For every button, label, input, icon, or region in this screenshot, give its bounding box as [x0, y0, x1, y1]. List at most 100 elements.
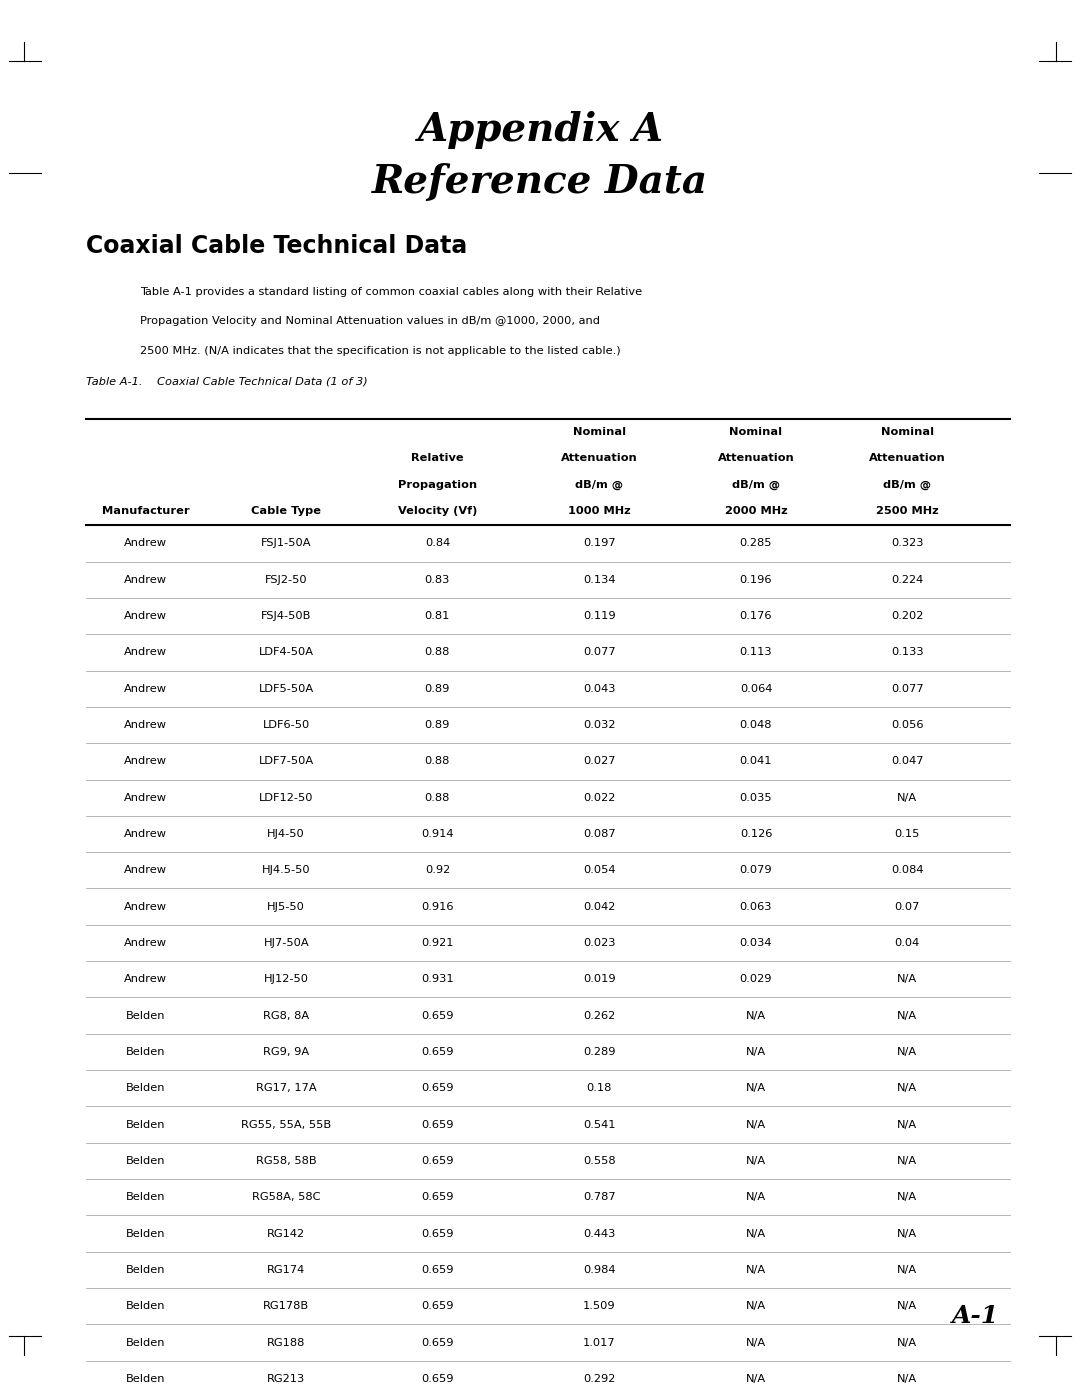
Text: Andrew: Andrew: [124, 756, 167, 767]
Text: 0.019: 0.019: [583, 974, 616, 985]
Text: 0.659: 0.659: [421, 1337, 454, 1348]
Text: dB/m @: dB/m @: [732, 479, 780, 490]
Text: 0.202: 0.202: [891, 610, 923, 622]
Text: N/A: N/A: [897, 974, 917, 985]
Text: Andrew: Andrew: [124, 937, 167, 949]
Text: 0.196: 0.196: [740, 574, 772, 585]
Text: 0.041: 0.041: [740, 756, 772, 767]
Text: N/A: N/A: [897, 1192, 917, 1203]
Text: Nominal: Nominal: [880, 426, 934, 437]
Text: 0.043: 0.043: [583, 683, 616, 694]
Text: Andrew: Andrew: [124, 574, 167, 585]
Text: 0.916: 0.916: [421, 901, 454, 912]
Text: Coaxial Cable Technical Data: Coaxial Cable Technical Data: [86, 233, 468, 258]
Text: 0.92: 0.92: [424, 865, 450, 876]
Text: 0.079: 0.079: [740, 865, 772, 876]
Text: N/A: N/A: [746, 1083, 766, 1094]
Text: 0.659: 0.659: [421, 1301, 454, 1312]
Text: 0.323: 0.323: [891, 538, 923, 549]
Text: N/A: N/A: [897, 1337, 917, 1348]
Text: 0.289: 0.289: [583, 1046, 616, 1058]
Text: N/A: N/A: [897, 1119, 917, 1130]
Text: 0.81: 0.81: [424, 610, 450, 622]
Text: Belden: Belden: [126, 1337, 165, 1348]
Text: LDF4-50A: LDF4-50A: [259, 647, 313, 658]
Text: Andrew: Andrew: [124, 828, 167, 840]
Text: Andrew: Andrew: [124, 683, 167, 694]
Text: 0.914: 0.914: [421, 828, 454, 840]
Text: Table A-1.    Coaxial Cable Technical Data (1 of 3): Table A-1. Coaxial Cable Technical Data …: [86, 376, 368, 387]
Text: 0.541: 0.541: [583, 1119, 616, 1130]
Text: 0.176: 0.176: [740, 610, 772, 622]
Text: Relative: Relative: [411, 453, 463, 464]
Text: N/A: N/A: [746, 1264, 766, 1275]
Text: A-1: A-1: [951, 1303, 999, 1329]
Text: 0.89: 0.89: [424, 719, 450, 731]
Text: Belden: Belden: [126, 1046, 165, 1058]
Text: 0.197: 0.197: [583, 538, 616, 549]
Text: 1000 MHz: 1000 MHz: [568, 506, 631, 517]
Text: 0.18: 0.18: [586, 1083, 612, 1094]
Text: 0.077: 0.077: [891, 683, 923, 694]
Text: 0.063: 0.063: [740, 901, 772, 912]
Text: Andrew: Andrew: [124, 974, 167, 985]
Text: 0.126: 0.126: [740, 828, 772, 840]
Text: N/A: N/A: [897, 1373, 917, 1384]
Text: Andrew: Andrew: [124, 792, 167, 803]
Text: N/A: N/A: [746, 1192, 766, 1203]
Text: N/A: N/A: [897, 1264, 917, 1275]
Text: 1.509: 1.509: [583, 1301, 616, 1312]
Text: 0.659: 0.659: [421, 1046, 454, 1058]
Text: Propagation: Propagation: [397, 479, 477, 490]
Text: 2000 MHz: 2000 MHz: [725, 506, 787, 517]
Text: Table A-1 provides a standard listing of common coaxial cables along with their : Table A-1 provides a standard listing of…: [140, 286, 643, 298]
Text: RG178B: RG178B: [264, 1301, 309, 1312]
Text: Velocity (Vf): Velocity (Vf): [397, 506, 477, 517]
Text: 0.087: 0.087: [583, 828, 616, 840]
Text: 0.023: 0.023: [583, 937, 616, 949]
Text: 0.084: 0.084: [891, 865, 923, 876]
Text: Cable Type: Cable Type: [252, 506, 321, 517]
Text: N/A: N/A: [746, 1155, 766, 1166]
Text: 0.292: 0.292: [583, 1373, 616, 1384]
Text: N/A: N/A: [746, 1337, 766, 1348]
Text: 0.027: 0.027: [583, 756, 616, 767]
Text: 0.787: 0.787: [583, 1192, 616, 1203]
Text: 0.07: 0.07: [894, 901, 920, 912]
Text: Attenuation: Attenuation: [717, 453, 795, 464]
Text: Belden: Belden: [126, 1373, 165, 1384]
Text: RG55, 55A, 55B: RG55, 55A, 55B: [241, 1119, 332, 1130]
Text: 0.659: 0.659: [421, 1119, 454, 1130]
Text: 1.017: 1.017: [583, 1337, 616, 1348]
Text: 0.262: 0.262: [583, 1010, 616, 1021]
Text: Belden: Belden: [126, 1083, 165, 1094]
Text: 0.659: 0.659: [421, 1228, 454, 1239]
Text: Propagation Velocity and Nominal Attenuation values in dB/m @1000, 2000, and: Propagation Velocity and Nominal Attenua…: [140, 316, 600, 327]
Text: HJ4.5-50: HJ4.5-50: [261, 865, 311, 876]
Text: 0.056: 0.056: [891, 719, 923, 731]
Text: 0.659: 0.659: [421, 1155, 454, 1166]
Text: 0.032: 0.032: [583, 719, 616, 731]
Text: N/A: N/A: [746, 1301, 766, 1312]
Text: 0.034: 0.034: [740, 937, 772, 949]
Text: 0.88: 0.88: [424, 647, 450, 658]
Text: 0.133: 0.133: [891, 647, 923, 658]
Text: N/A: N/A: [746, 1373, 766, 1384]
Text: 2500 MHz. (N/A indicates that the specification is not applicable to the listed : 2500 MHz. (N/A indicates that the specif…: [140, 345, 621, 356]
Text: Appendix A: Appendix A: [417, 110, 663, 149]
Text: LDF6-50: LDF6-50: [262, 719, 310, 731]
Text: RG9, 9A: RG9, 9A: [264, 1046, 309, 1058]
Text: 0.047: 0.047: [891, 756, 923, 767]
Text: 2500 MHz: 2500 MHz: [876, 506, 939, 517]
Text: 0.984: 0.984: [583, 1264, 616, 1275]
Text: 0.035: 0.035: [740, 792, 772, 803]
Text: FSJ1-50A: FSJ1-50A: [261, 538, 311, 549]
Text: Attenuation: Attenuation: [868, 453, 946, 464]
Text: 0.83: 0.83: [424, 574, 450, 585]
Text: N/A: N/A: [746, 1119, 766, 1130]
Text: 0.077: 0.077: [583, 647, 616, 658]
Text: Belden: Belden: [126, 1119, 165, 1130]
Text: 0.659: 0.659: [421, 1192, 454, 1203]
Text: RG213: RG213: [267, 1373, 306, 1384]
Text: 0.659: 0.659: [421, 1373, 454, 1384]
